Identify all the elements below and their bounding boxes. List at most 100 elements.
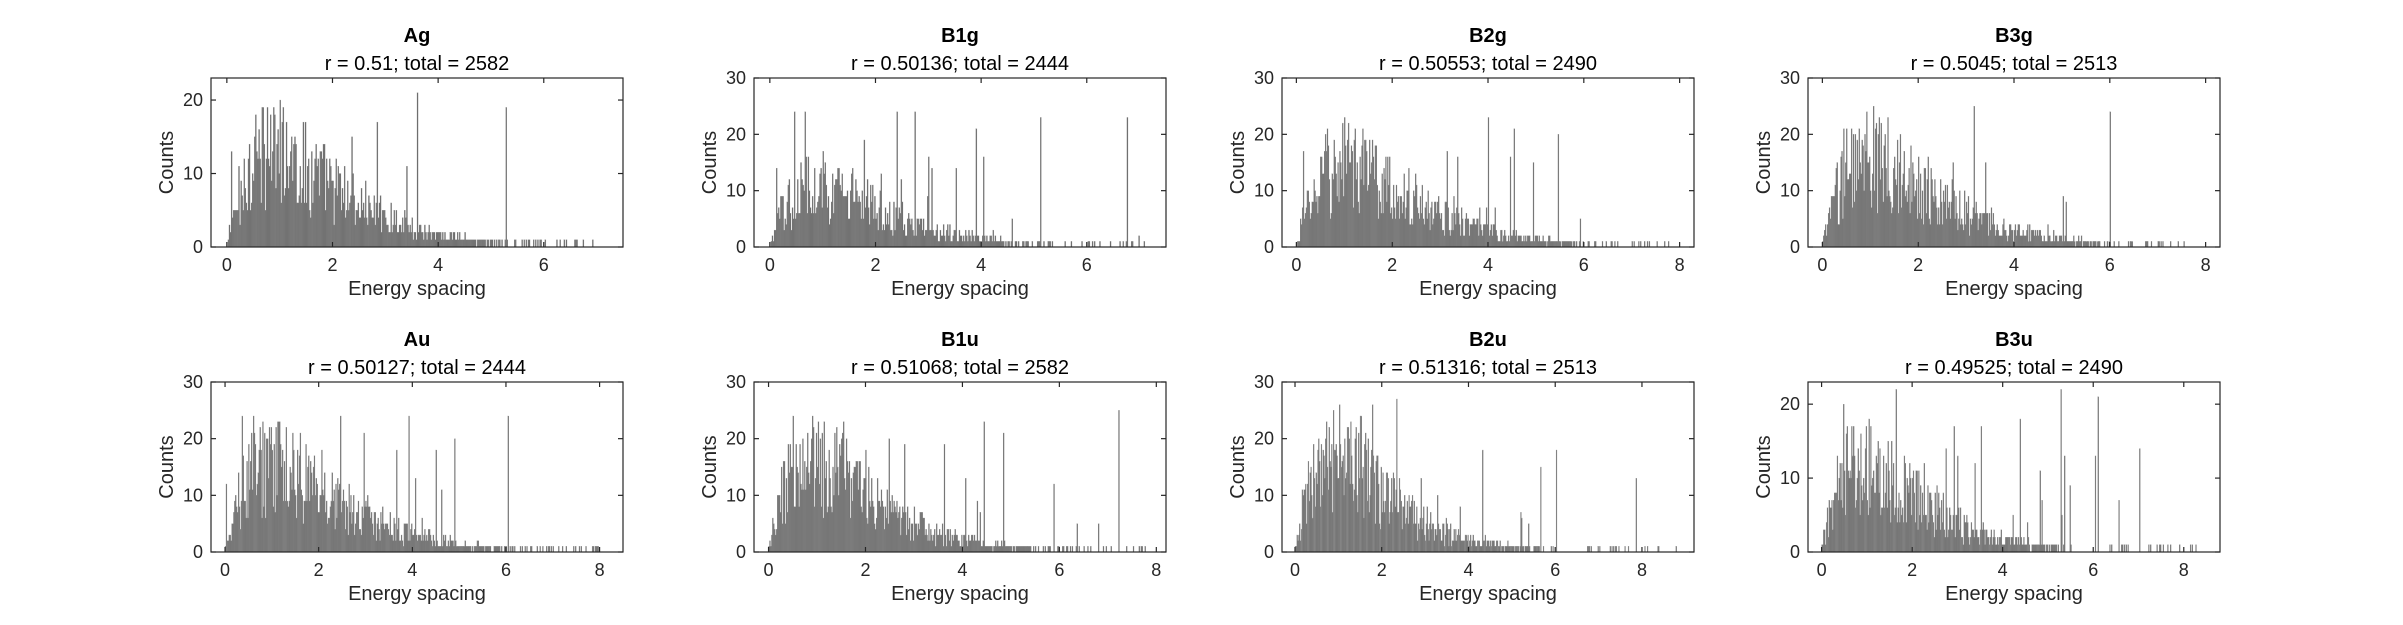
histogram-bar bbox=[490, 239, 493, 248]
histogram-bar bbox=[1599, 546, 1601, 553]
histogram-bar bbox=[1034, 546, 1037, 553]
histogram-bar bbox=[393, 210, 395, 248]
histogram-bar bbox=[885, 224, 888, 248]
histogram-bar bbox=[777, 213, 779, 248]
histogram-bar bbox=[833, 213, 835, 248]
histogram-bar bbox=[806, 213, 809, 248]
histogram-bar bbox=[2125, 544, 2127, 553]
y-axis-label: Counts bbox=[699, 435, 721, 498]
histogram-bar bbox=[851, 173, 853, 248]
histogram-bar bbox=[1003, 241, 1005, 248]
panel-b3u: 0 2 4 6 8 0 10 20 B3u r = 0.49525; total = 2490 En… bbox=[1753, 329, 2221, 605]
histogram-bar bbox=[308, 158, 310, 248]
histogram-bar bbox=[813, 213, 815, 248]
x-tick-label: 8 bbox=[595, 560, 605, 580]
y-tick-label: 10 bbox=[1254, 181, 1274, 201]
histogram-bar bbox=[2106, 241, 2109, 248]
histogram-bar bbox=[468, 239, 470, 248]
histogram-bar bbox=[367, 224, 369, 248]
histogram-bar bbox=[442, 232, 444, 248]
histogram-bar bbox=[782, 196, 784, 248]
histogram-bar bbox=[2150, 544, 2152, 553]
histogram-bar bbox=[920, 218, 923, 248]
histogram-bar bbox=[1097, 523, 1100, 553]
histogram-bar bbox=[585, 546, 587, 553]
histogram-bar bbox=[958, 229, 961, 248]
x-tick-label: 0 bbox=[1291, 255, 1301, 275]
histogram-bar bbox=[303, 202, 306, 248]
histogram-bar bbox=[1675, 546, 1677, 553]
histogram-bar bbox=[540, 239, 542, 248]
histogram-bar bbox=[800, 162, 802, 248]
x-tick-label: 4 bbox=[957, 560, 967, 580]
histogram-bar bbox=[2080, 235, 2083, 248]
histogram-bar bbox=[230, 151, 233, 248]
histogram-bar bbox=[558, 546, 560, 553]
histogram-bar bbox=[953, 229, 955, 248]
histogram-bar bbox=[1094, 241, 1096, 248]
histogram-bar bbox=[514, 239, 516, 248]
histogram-bar bbox=[1138, 546, 1140, 553]
y-axis-label: Counts bbox=[1753, 131, 1775, 194]
panel-b1u: 0 2 4 6 8 0 10 20 30 B1u r = 0.51068; total = 2582… bbox=[699, 329, 1167, 605]
y-tick-label: 10 bbox=[726, 485, 746, 505]
histogram-bar bbox=[536, 546, 538, 553]
histogram-bar bbox=[392, 224, 394, 248]
histogram-bar bbox=[439, 232, 441, 248]
histogram-bar bbox=[2113, 241, 2115, 248]
y-tick-label: 0 bbox=[193, 542, 203, 562]
histogram-bar bbox=[278, 173, 280, 248]
histogram-bars bbox=[1297, 117, 1670, 248]
histogram-bar bbox=[402, 217, 404, 248]
histogram-bar bbox=[2109, 111, 2111, 248]
histogram-bar bbox=[346, 210, 348, 248]
histogram-bar bbox=[384, 210, 386, 248]
histogram-bar bbox=[535, 239, 537, 248]
histogram-bar bbox=[481, 239, 483, 248]
histogram-bars bbox=[227, 92, 594, 248]
histogram-bar bbox=[1640, 241, 1642, 248]
histogram-bar bbox=[1624, 546, 1626, 553]
histogram-bar bbox=[2118, 241, 2120, 248]
histogram-bar bbox=[408, 232, 410, 248]
histogram-bar bbox=[1522, 546, 1525, 553]
y-tick-label: 10 bbox=[726, 181, 746, 201]
histogram-bar bbox=[412, 239, 414, 248]
y-tick-label: 20 bbox=[183, 90, 203, 110]
histogram-bar bbox=[1051, 241, 1054, 248]
histogram-bar bbox=[846, 190, 849, 248]
histogram-bar bbox=[970, 241, 972, 248]
histogram-bar bbox=[1063, 546, 1065, 553]
histogram-bar bbox=[977, 235, 980, 248]
y-axis-label: Counts bbox=[1753, 435, 1775, 498]
histogram-bar bbox=[917, 218, 919, 248]
histogram-bar bbox=[935, 229, 937, 248]
histogram-bar bbox=[245, 202, 248, 248]
histogram-bar bbox=[1023, 241, 1025, 248]
y-tick-label: 30 bbox=[1780, 68, 1800, 88]
histogram-bar bbox=[776, 167, 778, 248]
histogram-bar bbox=[1015, 241, 1018, 248]
histogram-bar bbox=[2160, 241, 2162, 248]
histogram-bar bbox=[1076, 523, 1078, 553]
histogram-bar bbox=[315, 143, 317, 248]
histogram-bar bbox=[862, 218, 865, 248]
y-tick-label: 10 bbox=[183, 485, 203, 505]
histogram-bar bbox=[1644, 241, 1646, 248]
histogram-bar bbox=[387, 224, 389, 248]
histogram-bar bbox=[424, 224, 426, 248]
histogram-bar bbox=[968, 229, 970, 248]
histogram-bar bbox=[976, 235, 979, 248]
x-tick-label: 0 bbox=[765, 255, 775, 275]
histogram-bar bbox=[780, 196, 782, 248]
panel-au: 0 2 4 6 8 0 10 20 30 Au r = 0.50127; total = 2444 E… bbox=[156, 329, 624, 605]
histogram-bar bbox=[823, 173, 825, 248]
histogram-bar bbox=[293, 143, 295, 248]
histogram-bar bbox=[580, 546, 582, 553]
histogram-bar bbox=[1090, 546, 1092, 553]
histogram-bar bbox=[1017, 241, 1020, 248]
histogram-bar bbox=[375, 202, 378, 248]
histogram-bar bbox=[2139, 448, 2141, 553]
histogram-bar bbox=[1487, 117, 1490, 248]
histogram-bar bbox=[897, 218, 899, 248]
